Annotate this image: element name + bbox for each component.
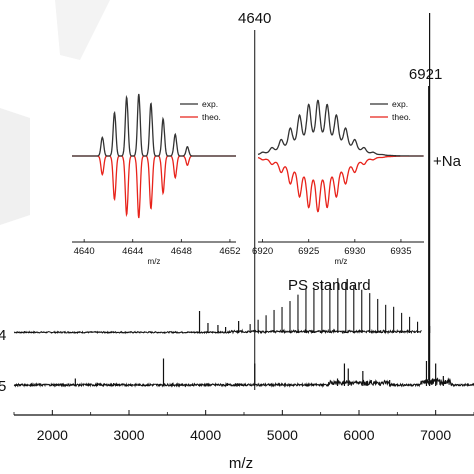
background-wedge-shape <box>0 108 30 225</box>
main-annotations: 4640 6921 +Na PS standard <box>238 10 462 390</box>
inset-experimental-trace <box>257 99 424 157</box>
annotation-na-adduct: +Na <box>433 153 462 170</box>
annotation-6921: 6921 <box>409 66 442 83</box>
legend-label-exp: exp. <box>392 99 408 109</box>
inset-x-tick-label: 6920 <box>252 246 273 257</box>
inset-experimental-trace <box>72 93 236 157</box>
main-plot: 2000 3000 4000 5000 6000 7000 m/z 4640 6921 +Na… <box>0 10 474 472</box>
annotation-ps-standard: PS standard <box>288 277 371 294</box>
x-axis-ticks: 2000 3000 4000 5000 6000 7000 <box>13 410 474 443</box>
x-axis-label: m/z <box>229 455 253 472</box>
x-tick-label: 5000 <box>267 427 298 443</box>
inset-x-tick-label: 6925 <box>298 246 319 257</box>
main-traces <box>13 13 474 388</box>
inset-x-tick-label: 4640 <box>74 246 95 257</box>
x-tick-label: 4000 <box>190 427 221 443</box>
x-tick-label: 6000 <box>343 427 374 443</box>
inset-x-tick-label: 6935 <box>390 246 411 257</box>
legend-label-theo: theo. <box>392 112 411 122</box>
inset-6921: 6920 6925 6930 6935 m/z exp. theo. <box>252 99 424 266</box>
inset-x-tick-label: 4652 <box>219 246 240 257</box>
series-label-lower: 5 <box>0 378 6 395</box>
inset-theoretical-trace <box>257 155 424 213</box>
inset-4640: 4640 4644 4648 4652 m/z exp. theo. <box>72 93 240 266</box>
series-label-upper: 4 <box>0 327 6 344</box>
x-tick-label: 7000 <box>420 427 451 443</box>
x-tick-label: 2000 <box>37 427 68 443</box>
legend-label-theo: theo. <box>202 112 221 122</box>
legend-label-exp: exp. <box>202 99 218 109</box>
inset-theoretical-trace <box>72 155 236 219</box>
inset-x-tick-label: 6930 <box>344 246 365 257</box>
series-labels: 45 <box>0 327 6 395</box>
inset-x-tick-label: 4648 <box>171 246 192 257</box>
annotation-4640: 4640 <box>238 10 271 27</box>
background-wedge-shape-top <box>55 0 110 60</box>
inset-x-axis-label: m/z <box>148 257 161 266</box>
lower-trace-baseline <box>13 377 474 388</box>
inset-x-axis-label: m/z <box>335 257 348 266</box>
inset-x-tick-label: 4644 <box>122 246 143 257</box>
x-tick-label: 3000 <box>113 427 144 443</box>
